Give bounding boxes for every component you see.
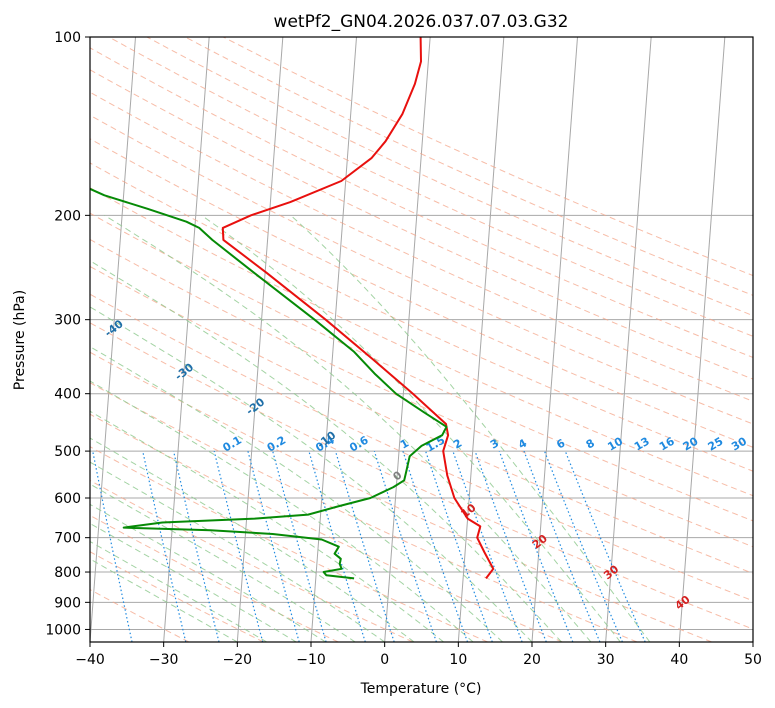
moist-adiabat-line: [90, 437, 415, 642]
mixing-ratio-line: [173, 450, 220, 642]
isotherm-line: [90, 37, 136, 642]
dry-adiabat-line: [90, 69, 753, 380]
mixing-ratio-line: [142, 450, 187, 642]
x-tick-label: 50: [744, 652, 762, 668]
dry-adiabat-line: [90, 187, 753, 497]
y-tick-label: 700: [54, 531, 81, 547]
moist-adiabat-line: [90, 461, 385, 642]
x-tick-label: 40: [670, 652, 688, 668]
dry-adiabat-line: [90, 479, 414, 642]
dry-adiabat-line: [223, 37, 753, 277]
y-tick-label: 900: [54, 595, 81, 611]
y-tick-label: 600: [54, 491, 81, 507]
plot-frame: [89, 36, 754, 643]
x-tick-label: 30: [597, 652, 615, 668]
y-tick-label: 400: [54, 387, 81, 403]
x-tick-label: 0: [380, 652, 389, 668]
mixing-ratio-line: [308, 450, 366, 642]
dry-adiabat-line: [90, 91, 753, 402]
y-tick-label: 1000: [45, 622, 81, 638]
dry-adiabat-line: [90, 114, 753, 425]
mixing-ratio-line: [564, 450, 646, 642]
mixing-ratio-line: [425, 450, 493, 642]
dry-adiabat-line: [90, 514, 339, 642]
axes: −40 −30 −20 −10 0 10 20 30 40 50 100 200 300 400 500 60…: [45, 30, 762, 668]
y-axis-label: Pressure (hPa): [12, 290, 28, 390]
mixing-ratio-line: [402, 450, 469, 642]
moist-adiabat-line: [90, 558, 238, 642]
profiles: [90, 37, 495, 580]
x-axis-label: Temperature (°C): [360, 681, 482, 697]
dry-adiabat-line: [90, 265, 753, 574]
y-tick-label: 500: [54, 444, 81, 460]
isotherm-line: [605, 37, 652, 642]
dry-adiabat-line: [108, 37, 753, 337]
isotherm-line: [531, 37, 578, 642]
x-tick-label: −30: [149, 652, 179, 668]
moist-adiabat-line: [201, 214, 621, 642]
dewpoint-profile-line: [90, 187, 448, 580]
mixing-ratio-line: [452, 450, 523, 642]
dry-adiabat-line: [90, 47, 753, 358]
mixing-ratio-line: [247, 450, 300, 642]
mixing-ratio-line: [92, 450, 133, 642]
moist-adiabat-line: [90, 306, 533, 642]
mixing-ratio-line: [272, 450, 327, 642]
mixing-ratio-line: [213, 450, 264, 642]
x-tick-label: −40: [75, 652, 105, 668]
isotherm-line: [678, 37, 726, 642]
isotherm-line: [457, 37, 505, 642]
dry-adiabat-line: [90, 322, 753, 630]
temperature-profile-line: [221, 37, 495, 580]
x-tick-label: 10: [449, 652, 467, 668]
moist-adiabat-line: [90, 522, 297, 642]
background-lines: [90, 37, 753, 642]
mixing-ratio-line: [334, 450, 395, 642]
y-tick-label: 300: [54, 313, 81, 329]
y-tick-label: 200: [54, 208, 81, 224]
y-tick-label: 100: [54, 30, 81, 46]
isotherm-line: [384, 37, 431, 642]
x-tick-label: −20: [223, 652, 253, 668]
isotherm-line: [163, 37, 210, 642]
isotherm-line: [236, 37, 284, 642]
moist-adiabat-line: [90, 410, 444, 642]
mixing-ratio-line: [543, 450, 623, 642]
moist-adiabat-line: [90, 503, 326, 642]
moist-adiabat-line: [90, 346, 503, 642]
dry-adiabat-line: [90, 351, 712, 642]
x-tick-label: 20: [523, 652, 541, 668]
mixing-ratio-line: [373, 450, 437, 642]
dry-adiabat-line: [90, 413, 563, 642]
y-tick-label: 800: [54, 565, 81, 581]
moist-adiabat-line: [90, 540, 268, 642]
dry-adiabat-line: [90, 382, 638, 642]
dry-adiabat-line: [90, 238, 753, 548]
dry-adiabat-line: [90, 293, 753, 602]
dry-adiabat-line: [90, 212, 753, 522]
moist-adiabat-line: [90, 260, 562, 642]
dry-adiabat-line: [146, 37, 753, 317]
chart-title: wetPf2_GN04.2026.037.07.03.G32: [274, 12, 569, 32]
x-tick-label: −10: [296, 652, 326, 668]
